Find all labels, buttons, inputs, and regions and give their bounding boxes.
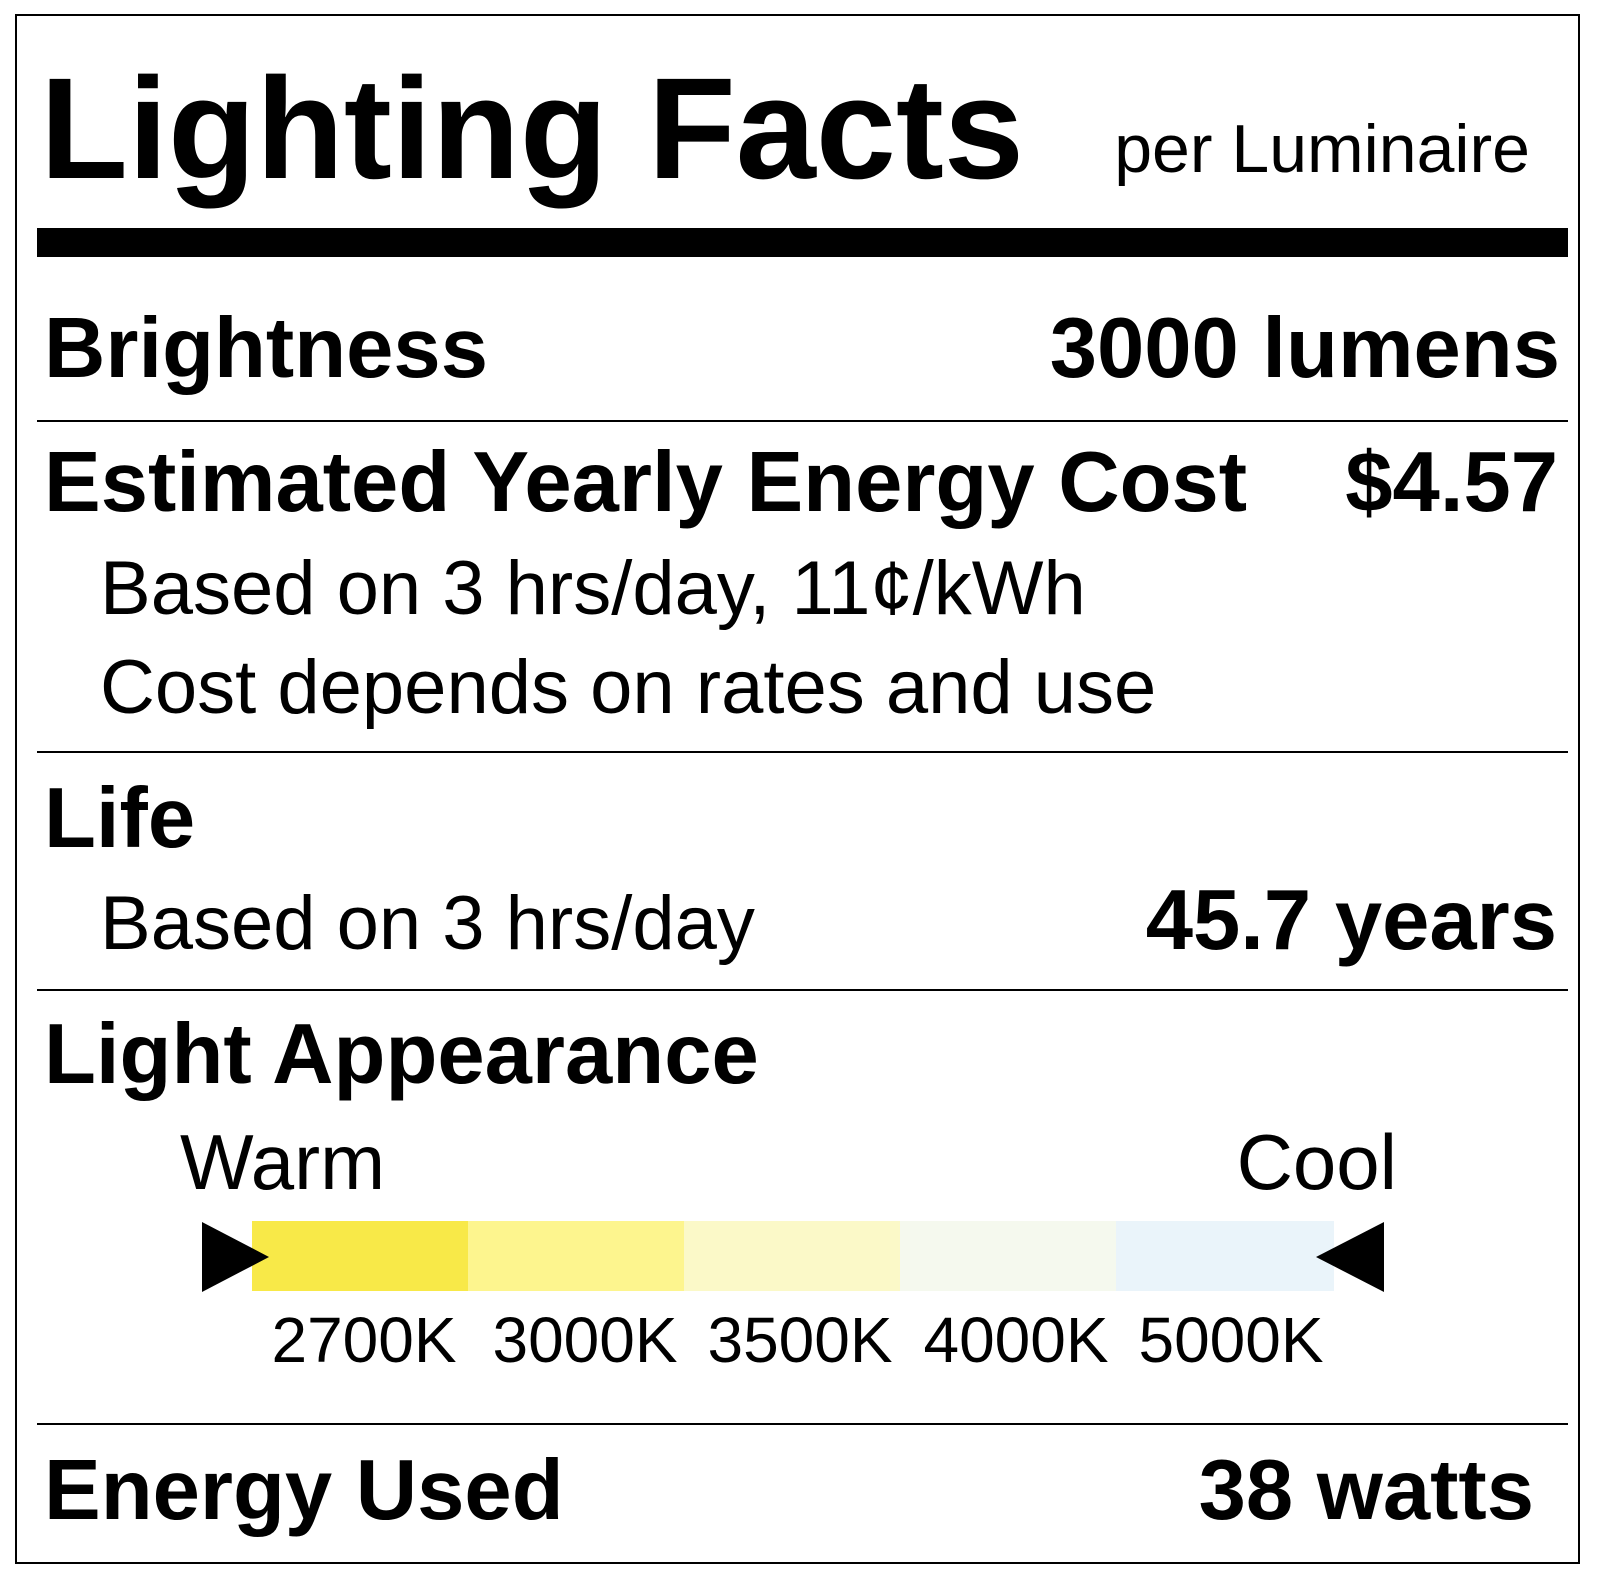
scale-segment-2700k (252, 1221, 469, 1291)
energy-cost-label: Estimated Yearly Energy Cost (44, 435, 1248, 530)
scale-segment-3500k (684, 1221, 901, 1291)
divider (37, 751, 1568, 753)
cool-label: Cool (1236, 1118, 1397, 1206)
brightness-label: Brightness (44, 301, 488, 396)
energy-cost-value: $4.57 (1345, 435, 1558, 530)
scale-label: 2700K (271, 1304, 457, 1376)
scale-label: 3500K (707, 1304, 893, 1376)
label-subtitle: per Luminaire (1114, 111, 1530, 187)
scale-label: 4000K (923, 1304, 1109, 1376)
divider (37, 1423, 1568, 1425)
energy-cost-disclaimer: Cost depends on rates and use (100, 645, 1157, 730)
life-value: 45.7 years (1145, 873, 1557, 968)
light-appearance-label: Light Appearance (44, 1007, 759, 1102)
scale-segment-5000k (1116, 1221, 1334, 1291)
title-thick-rule (37, 228, 1568, 257)
scale-segment-4000k (900, 1221, 1117, 1291)
brightness-value: 3000 lumens (1049, 301, 1560, 396)
life-basis: Based on 3 hrs/day (100, 881, 755, 966)
energy-used-label: Energy Used (44, 1443, 564, 1538)
energy-used-value: 38 watts (1198, 1443, 1534, 1538)
scale-label: 5000K (1138, 1304, 1324, 1376)
scale-segment-3000k (468, 1221, 685, 1291)
cool-arrow-icon (1316, 1222, 1384, 1292)
label-title: Lighting Facts (40, 48, 1024, 209)
energy-cost-basis: Based on 3 hrs/day, 11¢/kWh (100, 546, 1086, 631)
warm-arrow-icon (202, 1222, 269, 1292)
label-frame (15, 14, 1580, 1564)
life-label: Life (44, 771, 196, 866)
divider (37, 420, 1568, 422)
divider (37, 989, 1568, 991)
warm-label: Warm (180, 1118, 386, 1206)
scale-label: 3000K (492, 1304, 678, 1376)
